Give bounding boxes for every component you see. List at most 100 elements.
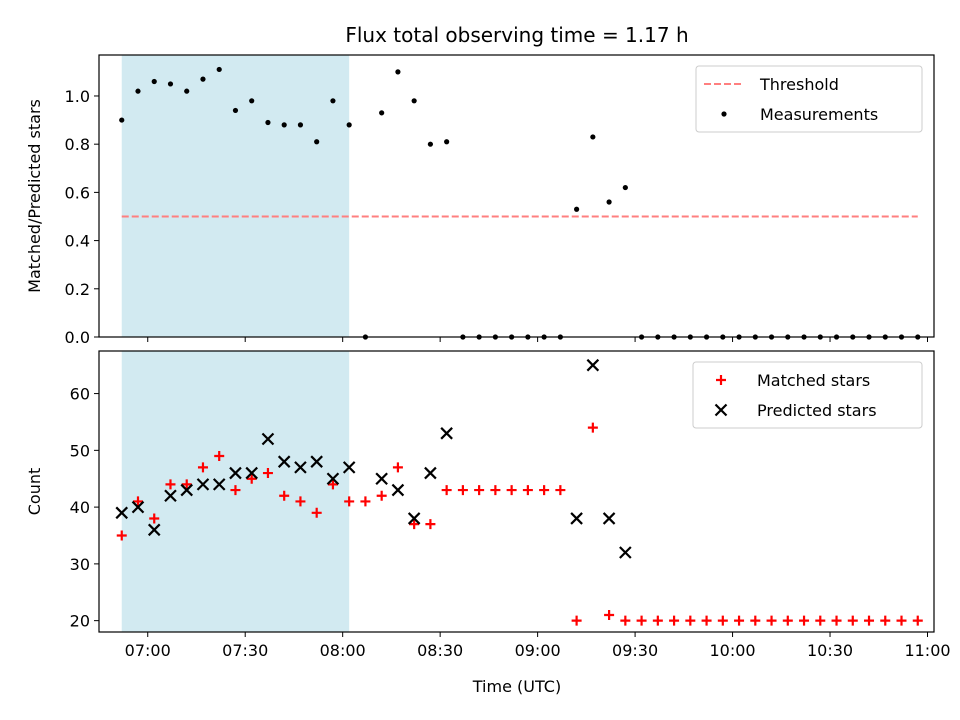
matched-star-point — [344, 496, 355, 507]
legend: Matched stars Predicted stars — [692, 361, 923, 429]
matched-star-point — [717, 615, 728, 626]
predicted-star-point — [570, 512, 583, 525]
matched-star-point — [522, 485, 533, 496]
y-tick-label: 40 — [70, 498, 90, 517]
legend-box — [695, 65, 923, 133]
matched-star-point — [734, 615, 745, 626]
matched-star-point — [539, 485, 550, 496]
matched-star-point — [311, 507, 322, 518]
x-tick-label: 10:30 — [807, 641, 853, 660]
matched-star-point — [620, 615, 631, 626]
matched-star-point — [799, 615, 810, 626]
measurement-point — [314, 139, 320, 145]
matched-star-point — [165, 479, 176, 490]
matched-star-point — [815, 615, 826, 626]
matched-star-point — [880, 615, 891, 626]
predicted-star-point — [261, 432, 275, 446]
x-axis-label: Time (UTC) — [472, 677, 561, 696]
y-tick-label: 0.0 — [65, 328, 90, 347]
legend-label: Predicted stars — [757, 401, 877, 420]
matched-star-point — [669, 615, 680, 626]
matched-star-point — [636, 615, 647, 626]
x-tick-label: 07:30 — [222, 641, 268, 660]
legend-box — [692, 361, 923, 429]
matched-star-point — [197, 462, 208, 473]
y-tick-label: 1.0 — [65, 87, 90, 106]
measurement-point — [249, 98, 255, 104]
predicted-star-point — [391, 483, 405, 497]
measurement-point — [232, 107, 239, 114]
matched-star-point — [847, 615, 858, 626]
matched-star-point — [327, 479, 338, 490]
predicted-star-point — [277, 455, 291, 468]
legend-label: Measurements — [760, 105, 878, 124]
shaded-interval — [121, 55, 350, 337]
y-tick-label: 60 — [70, 385, 90, 404]
matched-star-point — [750, 615, 761, 626]
panel-bottom: 07:00 07:30 08:00 08:30 09:00 09:30 10:00 10:30… — [25, 350, 951, 660]
x-tick-label: 07:00 — [125, 641, 171, 660]
matched-star-point — [782, 615, 793, 626]
measurement-point — [135, 88, 141, 94]
matched-star-point — [555, 485, 566, 496]
matched-star-point — [360, 496, 371, 507]
matched-star-point — [262, 468, 273, 479]
predicted-star-point — [147, 523, 161, 537]
matched-star-point — [652, 615, 663, 626]
y-axis-label: Matched/Predicted stars — [25, 99, 44, 293]
x-tick-label: 11:00 — [904, 641, 950, 660]
matched-star-point — [896, 615, 907, 626]
legend-marker-swatch — [721, 111, 727, 117]
measurement-point — [574, 206, 580, 212]
measurement-point — [622, 184, 628, 191]
matched-star-point — [831, 615, 842, 626]
x-tick-label: 08:00 — [320, 641, 366, 660]
measurement-point — [151, 78, 157, 85]
predicted-star-point — [342, 461, 356, 474]
measurement-point — [281, 122, 287, 128]
predicted-star-point — [310, 455, 323, 468]
panel-top: 0.0 0.2 0.4 0.6 0.8 1.0 Matched/Predicted star… — [25, 54, 935, 347]
matched-star-point — [457, 485, 468, 496]
legend: Threshold Measurements — [695, 65, 923, 133]
y-tick-label: 20 — [70, 612, 90, 631]
measurement-point — [167, 81, 174, 87]
axes-frame — [98, 350, 935, 633]
matched-star-point — [425, 519, 436, 530]
predicted-star-point — [196, 478, 210, 491]
matched-star-point — [295, 496, 306, 507]
y-tick-label: 30 — [70, 555, 90, 574]
measurement-point — [200, 76, 206, 82]
matched-star-point — [230, 485, 241, 496]
y-tick-label: 0.2 — [65, 280, 90, 299]
x-tick-label: 08:30 — [417, 641, 463, 660]
predicted-star-point — [407, 512, 421, 525]
measurement-point — [444, 139, 450, 145]
matched-star-point — [912, 615, 923, 626]
y-axis-label: Count — [25, 468, 44, 516]
matched-star-point — [571, 615, 582, 626]
measurement-point — [427, 141, 434, 147]
predicted-star-point — [424, 466, 437, 480]
matched-star-point — [766, 615, 777, 626]
predicted-star-point — [440, 427, 453, 440]
matched-star-point — [392, 462, 403, 473]
predicted-star-point — [586, 358, 600, 372]
matched-star-point — [376, 490, 387, 501]
matched-star-point — [279, 490, 290, 501]
matched-star-point — [214, 451, 225, 462]
predicted-star-point — [164, 489, 177, 503]
predicted-star-point — [131, 500, 145, 514]
measurement-point — [590, 134, 596, 140]
predicted-star-point — [326, 472, 340, 486]
predicted-star-point — [229, 466, 242, 480]
measurement-point — [265, 119, 271, 126]
predicted-star-point — [115, 506, 129, 520]
matched-star-point — [701, 615, 712, 626]
y-tick-label: 0.6 — [65, 183, 90, 202]
measurement-point — [297, 122, 304, 128]
legend-marker-swatch — [716, 375, 726, 385]
matched-star-point — [409, 519, 420, 530]
predicted-star-point — [245, 466, 258, 480]
